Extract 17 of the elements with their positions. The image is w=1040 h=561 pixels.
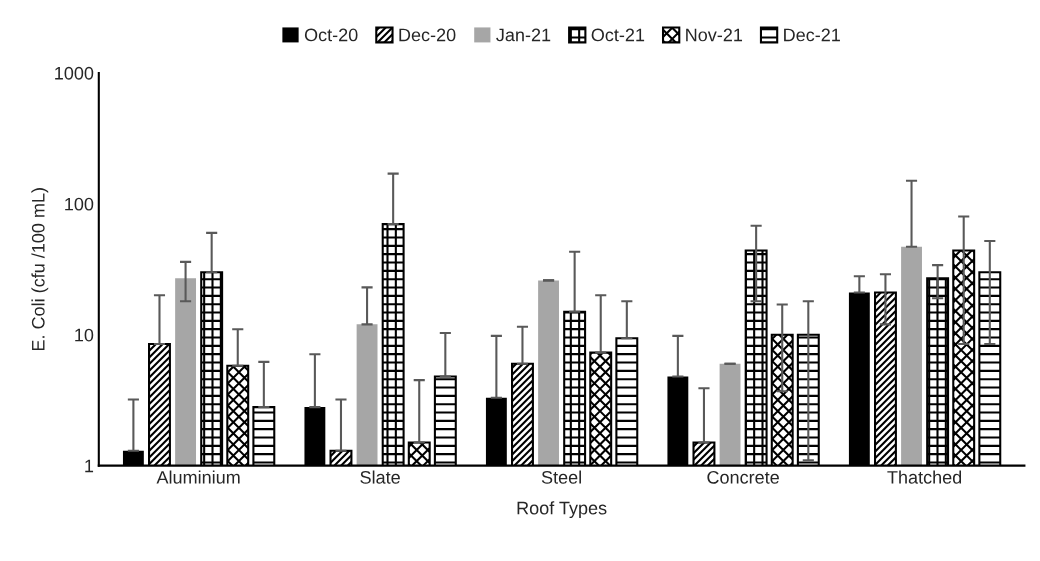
legend-label: Oct-20 bbox=[304, 28, 358, 42]
legend-label: Nov-21 bbox=[686, 28, 743, 42]
x-tick-label: Thatched bbox=[887, 470, 962, 484]
x-axis-title: Roof Types bbox=[517, 501, 607, 519]
legend-label: Dec-20 bbox=[399, 28, 456, 42]
x-tick-label: Steel bbox=[541, 470, 581, 484]
x-tick-label: Aluminium bbox=[156, 470, 240, 484]
legend-label: Dec-21 bbox=[784, 28, 840, 42]
x-tick-label: Slate bbox=[360, 470, 400, 484]
y-tick-label: 10 bbox=[75, 328, 94, 342]
y-tick-label: 1000 bbox=[55, 66, 94, 80]
y-tick-label: 1 bbox=[85, 459, 94, 473]
x-tick-label: Concrete bbox=[707, 470, 779, 484]
y-axis-title: E. Coli (cfu /100 mL) bbox=[31, 188, 49, 351]
legend-label: Jan-21 bbox=[496, 28, 551, 42]
y-tick-label: 100 bbox=[65, 197, 94, 211]
legend-label: Oct-21 bbox=[591, 28, 645, 42]
